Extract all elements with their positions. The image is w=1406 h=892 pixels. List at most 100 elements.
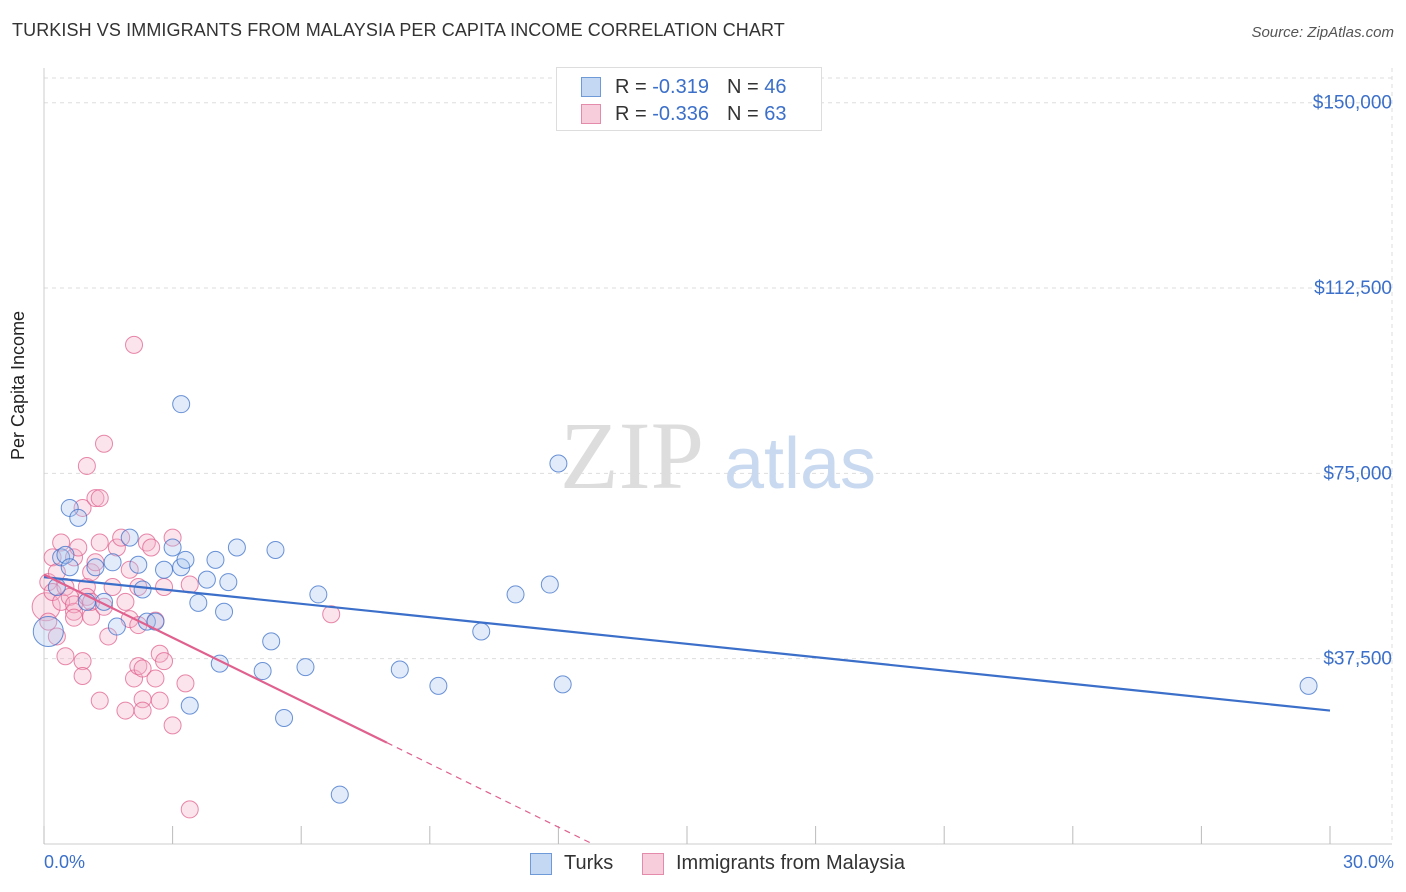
malaysia-point [155,578,174,597]
malaysia-point [163,716,182,735]
malaysia-point [73,498,92,517]
turks-point [176,550,195,569]
y-tick-label: $75,000 [1323,463,1392,484]
source-label: Source: ZipAtlas.com [1251,24,1394,41]
malaysia-point [65,608,84,627]
malaysia-trend-extension [386,742,593,845]
turks-swatch [581,77,601,97]
legend-item-malaysia: Immigrants from Malaysia [642,852,905,875]
malaysia-legend-swatch [642,852,664,875]
turks-point [107,617,126,636]
malaysia-point [180,800,199,819]
watermark: ZIP atlas [560,402,876,509]
malaysia-point [77,456,96,475]
legend-item-turks: Turks [530,852,613,875]
legend-n-label: N = [726,102,759,125]
malaysia-point [133,701,152,720]
turks-point [262,632,281,651]
malaysia-points [31,335,341,819]
malaysia-point [180,575,199,594]
y-tick-labels: $37,500 $75,000 $112,500 $150,000 [1313,93,1392,670]
turks-point [429,676,448,695]
turks-trend-line [43,576,1331,712]
malaysia-point [116,701,135,720]
legend-n-value: 46 [764,75,787,98]
turks-point [227,538,246,557]
malaysia-swatch [581,104,601,124]
turks-point [197,570,216,589]
legend-r-label: R = [615,102,647,125]
correlation-legend: R = -0.319 N = 46 R = -0.336 N = 63 [556,67,822,131]
malaysia-point [120,560,139,579]
malaysia-point [90,489,109,508]
turks-point [163,538,182,557]
legend-row-malaysia: R = -0.336 N = 63 [581,100,786,128]
malaysia-point [47,627,66,646]
turks-legend-swatch [530,852,552,875]
x-axis-min-label: 0.0% [44,852,86,872]
turks-point [60,558,79,577]
y-axis-label: Per Capita Income [8,310,28,460]
series-legend: Turks Immigrants from Malaysia [0,852,1406,878]
y-tick-label: $37,500 [1323,649,1392,670]
turks-points [32,395,1318,804]
malaysia-point [90,533,109,552]
turks-point [506,585,525,604]
turks-point [330,785,349,804]
turks-point [549,454,568,473]
axes [43,68,1393,845]
turks-point [390,660,409,679]
turks-point [1299,676,1318,695]
legend-n-label: N = [726,75,759,98]
turks-point [275,708,294,727]
turks-legend-label: Turks [564,852,614,874]
malaysia-point [82,607,101,626]
watermark-atlas: atlas [724,424,876,504]
legend-r-value: -0.319 [652,75,709,98]
turks-point [69,508,88,527]
turks-point [155,560,174,579]
malaysia-trend-line [43,573,388,744]
malaysia-point [73,652,92,671]
malaysia-point [142,538,161,557]
malaysia-point [155,652,174,671]
malaysia-point [125,335,144,354]
malaysia-point [56,647,75,666]
malaysia-point [150,691,169,710]
turks-point [120,528,139,547]
turks-point [253,662,272,681]
turks-point [172,395,191,414]
turks-point [553,675,572,694]
x-axis-max-label: 30.0% [1342,852,1394,872]
turks-point [206,550,225,569]
malaysia-point [146,669,165,688]
malaysia-point [116,592,135,611]
malaysia-point [133,659,152,678]
turks-point [103,553,122,572]
legend-r-value: -0.336 [652,102,709,125]
malaysia-point [107,538,126,557]
turks-point [180,696,199,715]
turks-point [309,585,328,604]
turks-point [296,658,315,677]
malaysia-point [103,578,122,597]
turks-point [129,555,148,574]
malaysia-point [95,434,114,453]
malaysia-point [163,528,182,547]
turks-point [219,573,238,592]
legend-row-turks: R = -0.319 N = 46 [581,73,786,101]
malaysia-point [65,602,84,621]
turks-point [472,622,491,641]
malaysia-point [90,691,109,710]
turks-point [32,615,64,647]
legend-n-value: 63 [764,102,787,125]
chart-title: TURKISH VS IMMIGRANTS FROM MALAYSIA PER … [12,20,785,40]
malaysia-legend-label: Immigrants from Malaysia [676,852,905,874]
trend-lines [43,573,1331,845]
turks-point [86,558,105,577]
malaysia-point [86,489,105,508]
legend-r-label: R = [615,75,647,98]
malaysia-point [176,674,195,693]
y-tick-label: $112,500 [1314,278,1392,299]
